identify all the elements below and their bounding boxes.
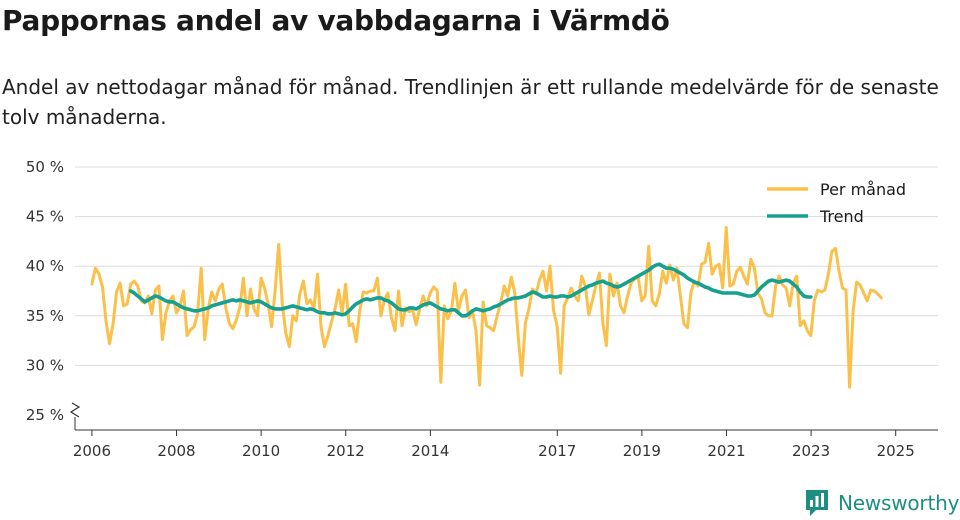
- x-tick-label: 2021: [707, 442, 745, 460]
- brand-logo: Newsworthy: [804, 488, 959, 518]
- chart-title: Pappornas andel av vabbdagarna i Värmdö: [2, 4, 670, 37]
- x-axis: 2006 2008 2010 2012 2014 2017 2019 2021 2023 2025: [73, 429, 938, 460]
- y-axis-labels: 25 % 30 % 35 % 40 % 45 % 50 %: [26, 158, 81, 430]
- y-tick-label: 30 %: [26, 356, 64, 374]
- legend-label: Per månad: [820, 180, 906, 199]
- brand-name: Newsworthy: [838, 491, 960, 515]
- series-line-per-manad: [90, 226, 883, 389]
- x-tick-label: 2025: [877, 442, 915, 460]
- x-tick-label: 2023: [792, 442, 830, 460]
- newsworthy-logo-icon: [806, 490, 828, 516]
- x-tick-label: 2017: [538, 442, 576, 460]
- y-tick-label: 25 %: [26, 406, 64, 424]
- x-tick-label: 2014: [411, 442, 449, 460]
- series-lines: [90, 226, 883, 389]
- x-tick-label: 2008: [157, 442, 195, 460]
- x-tick-label: 2019: [623, 442, 661, 460]
- x-tick-label: 2012: [327, 442, 365, 460]
- chart-subtitle: Andel av nettodagar månad för månad. Tre…: [2, 75, 939, 129]
- y-tick-label: 50 %: [26, 158, 64, 176]
- y-tick-label: 45 %: [26, 208, 64, 226]
- legend: Per månad Trend: [767, 180, 906, 226]
- x-tick-label: 2010: [242, 442, 280, 460]
- x-tick-label: 2006: [73, 442, 111, 460]
- legend-label: Trend: [819, 207, 864, 226]
- axis-break-marker: [69, 402, 81, 418]
- y-tick-label: 35 %: [26, 307, 64, 325]
- series-line-trend: [128, 262, 813, 318]
- y-tick-label: 40 %: [26, 257, 64, 275]
